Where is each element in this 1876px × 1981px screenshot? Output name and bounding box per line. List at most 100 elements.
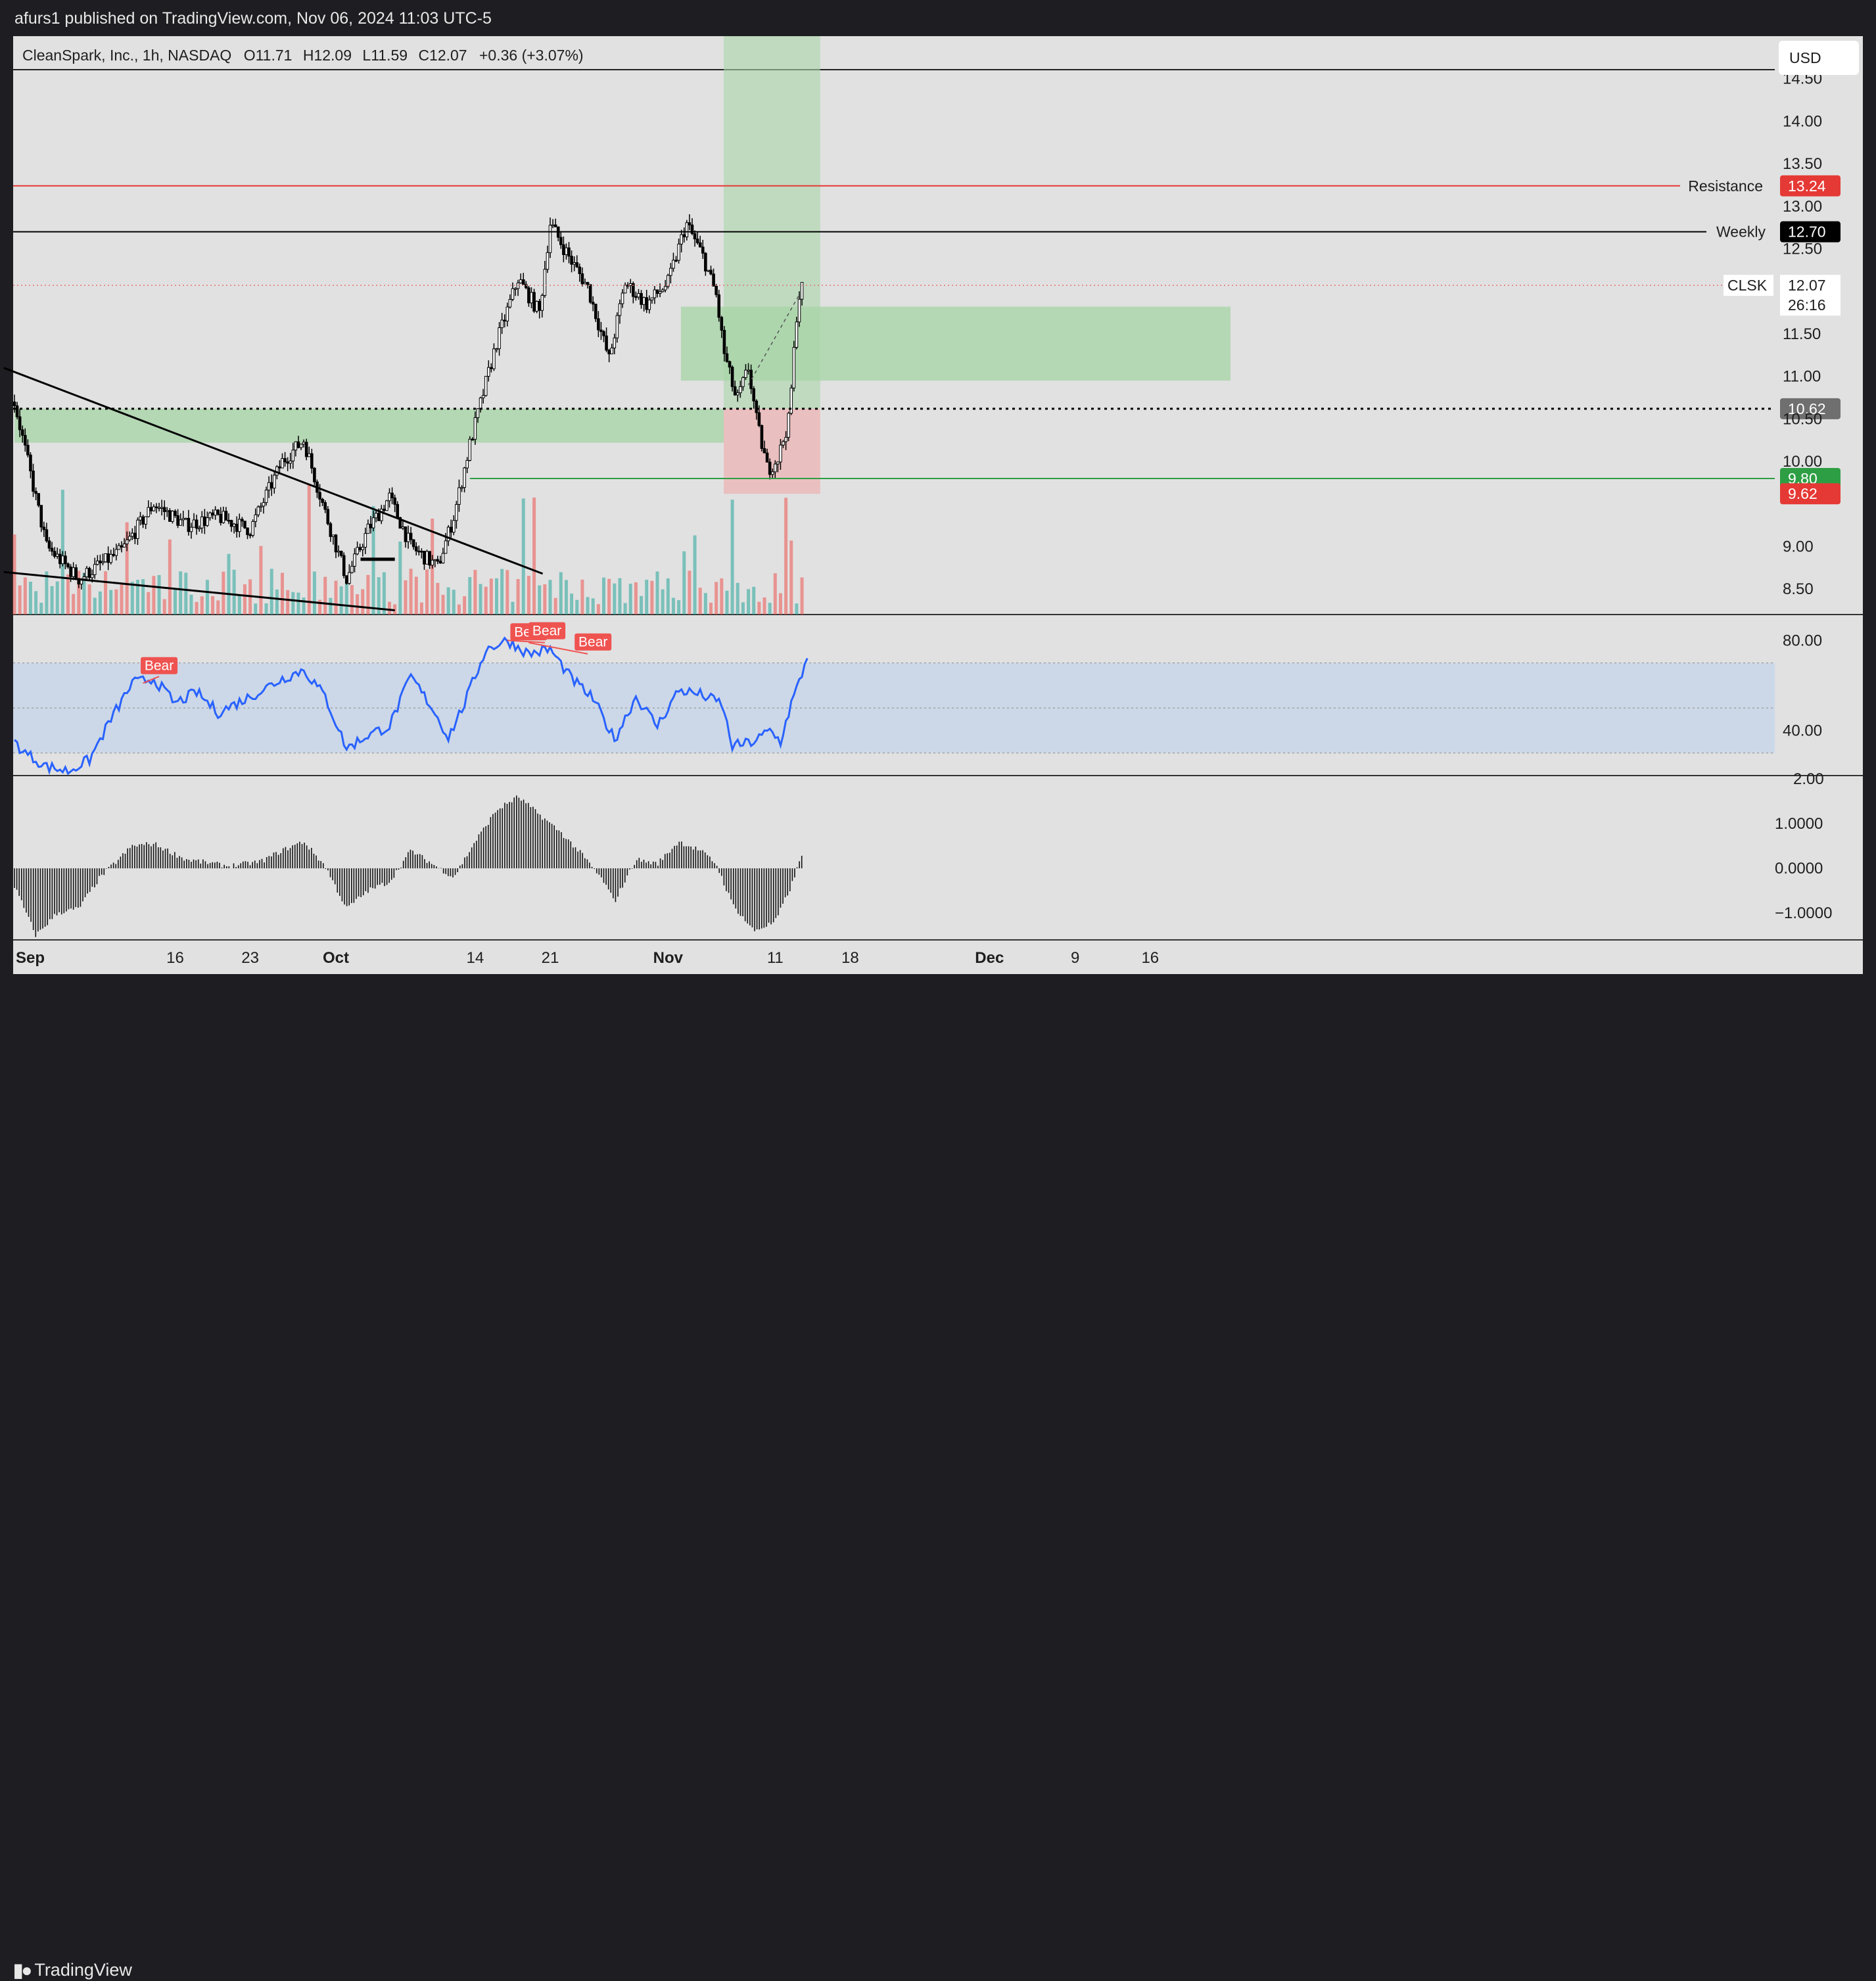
legend: CleanSpark, Inc., 1h, NASDAQ O11.71 H12.… — [22, 41, 1859, 75]
volume-bar — [135, 580, 139, 615]
axes: 14.5014.0013.5013.0012.5011.5011.0010.50… — [16, 70, 1832, 967]
candle-body — [39, 505, 43, 528]
candle-body — [383, 509, 386, 511]
candle-body — [717, 294, 721, 318]
candle-body — [34, 491, 37, 494]
time-tick-6: Nov — [653, 949, 684, 967]
hist-tick-0: 2.00 — [1793, 770, 1824, 788]
candle-body — [409, 532, 413, 540]
volume-bar — [538, 585, 542, 615]
volume-bar — [130, 582, 134, 615]
zone-demand-0 — [14, 408, 724, 443]
volume-bar — [682, 551, 686, 615]
candle-body — [669, 268, 672, 276]
tradingview-logo[interactable]: ▮● TradingView — [13, 1959, 132, 1981]
candle-body — [599, 329, 603, 332]
candle-body — [583, 282, 587, 285]
candle-body — [685, 222, 689, 237]
candle-body — [29, 454, 32, 472]
candle-body — [122, 544, 126, 548]
volume-bar — [473, 570, 477, 615]
candle-body — [337, 551, 340, 553]
candle-body — [565, 247, 568, 255]
volume-bar — [468, 576, 472, 615]
price-tick-4: 12.50 — [1783, 241, 1822, 258]
footer: ▮● TradingView — [0, 974, 1876, 1980]
candle-body — [128, 536, 131, 540]
candle-body — [304, 442, 308, 457]
candle-body — [12, 401, 16, 406]
candle-body — [235, 523, 239, 532]
candle-body — [99, 560, 102, 563]
volume-bar — [768, 603, 772, 615]
volume-bar — [168, 539, 172, 615]
volume-bar — [747, 589, 751, 615]
candle-body — [733, 386, 737, 396]
symbol-legend[interactable]: CleanSpark, Inc., 1h, NASDAQ O11.71 H12.… — [22, 47, 584, 64]
legend-symbol: CleanSpark, Inc., 1h, NASDAQ — [22, 47, 231, 64]
candle-body — [789, 387, 793, 414]
candle-body — [299, 444, 303, 448]
candle-body — [525, 284, 528, 289]
candle-body — [562, 244, 565, 255]
bear-label-2: Bear — [532, 624, 561, 639]
time-tick-2: 23 — [241, 949, 259, 967]
volume-bar — [628, 584, 632, 615]
candle-body — [32, 471, 35, 492]
time-tick-7: 11 — [767, 949, 784, 967]
chart-background — [13, 36, 1863, 974]
time-tick-11: 16 — [1141, 949, 1159, 967]
volume-bar — [55, 581, 59, 615]
candle-body — [597, 318, 600, 331]
candle-body — [688, 222, 692, 225]
price-tick-5: 11.50 — [1783, 325, 1821, 343]
candle-body — [519, 279, 523, 283]
price-tick-1: 14.00 — [1783, 112, 1822, 130]
candle-body — [730, 367, 734, 387]
volume-bar — [307, 483, 311, 615]
candle-body — [369, 523, 373, 528]
candle-body — [262, 502, 266, 507]
candle-body — [553, 224, 557, 227]
candle-body — [594, 304, 598, 319]
candle-body — [795, 321, 799, 348]
candle-body — [438, 561, 442, 564]
candle-body — [436, 559, 440, 562]
candle-body — [18, 416, 22, 431]
bear-label-0: Bear — [145, 659, 174, 674]
volume-bar — [184, 572, 188, 615]
volume-bar — [613, 583, 617, 615]
candle-body — [423, 551, 426, 565]
candle-body — [513, 288, 517, 290]
candle-body — [570, 256, 573, 265]
volume-bar — [114, 589, 118, 615]
candle-body — [55, 553, 59, 557]
candle-body — [765, 452, 769, 463]
candle-body — [147, 507, 151, 517]
currency-button[interactable] — [1779, 41, 1859, 75]
volume-bar — [329, 597, 333, 615]
candle-body — [61, 555, 64, 565]
level-tag-label-4: 9.62 — [1788, 485, 1817, 502]
candle-body — [313, 467, 316, 482]
candle-body — [174, 511, 177, 516]
symbol-tag-label: CLSK — [1727, 277, 1768, 294]
candle-body — [90, 574, 94, 578]
candle-body — [715, 285, 718, 295]
candle-body — [42, 526, 46, 530]
volume-bar — [671, 597, 675, 615]
volume-bar — [211, 596, 215, 615]
volume-bar — [553, 597, 557, 615]
candle-body — [701, 246, 705, 254]
volume-bar — [286, 590, 290, 615]
brand-label: TradingView — [34, 1960, 132, 1980]
volume-bar — [264, 603, 268, 615]
candle-body — [329, 523, 333, 537]
candle-body — [358, 547, 362, 550]
candle-body — [621, 292, 624, 304]
level-tag-0 — [1780, 175, 1841, 197]
candle-body — [476, 408, 480, 418]
candle-body — [677, 243, 680, 261]
left-border — [0, 36, 13, 974]
